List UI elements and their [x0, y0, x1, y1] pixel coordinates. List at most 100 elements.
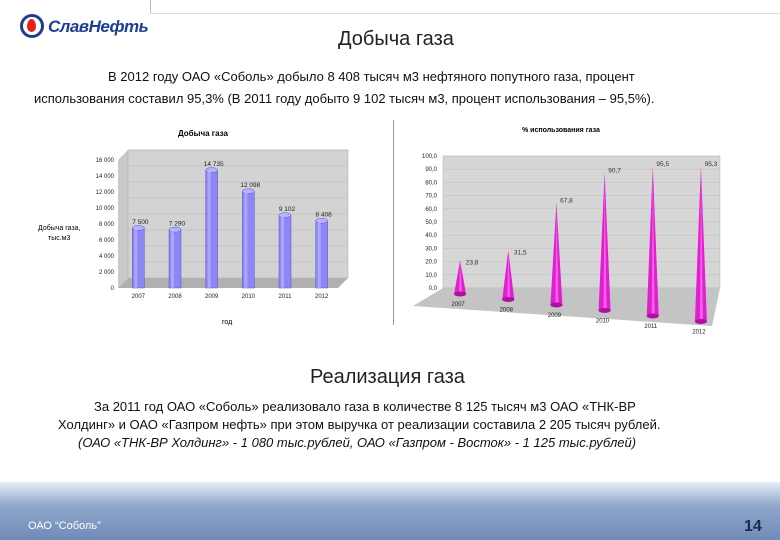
- logo-drop-shape: [27, 19, 36, 32]
- chart2-ytick-label: 60,0: [425, 207, 437, 213]
- chart1-bar: [315, 217, 328, 289]
- chart1-bar-highlight: [171, 229, 174, 288]
- chart1-bar-highlight: [317, 220, 321, 288]
- chart2-cone-highlight: [555, 202, 559, 305]
- chart-divider: [393, 120, 394, 325]
- chart2-plot-area: 0,0 10,0 20,0 30,0 40,0 50,0 60,0 70,0 80,0 90,0 1…: [413, 154, 721, 336]
- chart1-ylabel: Добыча газа, тыс.м3: [38, 224, 82, 242]
- chart2-ytick-label: 90,0: [425, 167, 437, 173]
- chart1-ylabel-line2: тыс.м3: [48, 235, 70, 242]
- sales-paragraph-line2: Холдинг» и ОАО «Газпром нефть» при этом …: [58, 417, 661, 432]
- chart2-value-label: 95,3: [705, 161, 718, 168]
- sales-paragraph: За 2011 год ОАО «Соболь» реализовало газ…: [58, 398, 758, 452]
- logo-text: СлавНефть: [48, 17, 149, 36]
- chart2-cone-highlight: [459, 260, 463, 294]
- chart2-cone: [694, 166, 707, 324]
- chart1-bar: [242, 188, 255, 289]
- chart2-category-label: 2007: [451, 302, 465, 308]
- chart1-plot-area: 0 2 000 4 000 6 000 8 000 10 000 12 000 14 000 1…: [96, 149, 349, 300]
- chart1-category-label: 2010: [242, 294, 256, 300]
- chart1-ytick-label: 0: [111, 286, 115, 292]
- section-title-production: Добыча газа: [338, 28, 454, 50]
- chart2-value-label: 95,5: [656, 161, 669, 168]
- chart2-ytick-label: 10,0: [425, 273, 437, 279]
- chart2-value-label: 23,8: [466, 260, 479, 267]
- header-divider: [150, 0, 780, 14]
- chart1-category-label: 2012: [315, 294, 329, 300]
- chart2-ytick-label: 0,0: [429, 286, 438, 292]
- chart1-bar-highlight: [281, 215, 284, 288]
- chart2-value-label: 90,7: [608, 167, 621, 174]
- chart1-floor: [118, 278, 348, 288]
- chart1-bar-top: [132, 225, 145, 231]
- chart1-category-label: 2008: [168, 294, 182, 300]
- chart1-bar-body: [242, 190, 255, 289]
- chart2-value-label: 31,5: [514, 249, 527, 256]
- company-logo: СлавНефть: [20, 14, 149, 40]
- chart2-cone: [454, 260, 467, 297]
- chart1-category-label: 2009: [205, 294, 219, 300]
- footer-band: [0, 482, 780, 540]
- chart2-cone-highlight: [603, 172, 607, 311]
- chart1-ytick-label: 12 000: [96, 190, 115, 196]
- chart1-ytick-label: 4 000: [99, 254, 115, 260]
- chart1-bar: [278, 212, 292, 289]
- chart2-ytick-label: 70,0: [425, 194, 437, 200]
- footer-company: ОАО “Соболь”: [28, 520, 101, 532]
- slavneft-drop-icon: [20, 14, 44, 38]
- chart2-floor: [413, 288, 720, 326]
- chart1-bar-body: [168, 229, 182, 289]
- chart2-cone: [550, 202, 563, 308]
- chart1-value-label: 14 735: [204, 161, 224, 168]
- production-paragraph: В 2012 году ОАО «Соболь» добыло 8 408 ты…: [34, 66, 754, 110]
- chart1-bar-highlight: [134, 228, 138, 288]
- chart2-category-label: 2011: [644, 324, 658, 330]
- chart1-ytick-label: 10 000: [96, 206, 115, 212]
- chart-gas-usage: % использования газа 0,0 10,0 20,0 30,0 40,0…: [413, 127, 721, 336]
- chart1-bar-body: [278, 214, 292, 289]
- chart2-category-label: 2012: [692, 330, 706, 336]
- chart2-title: % использования газа: [522, 127, 600, 134]
- chart1-ytick-label: 6 000: [99, 238, 115, 244]
- chart2-category-label: 2009: [548, 313, 562, 319]
- chart2-cone-base: [502, 297, 515, 302]
- page-number: 14: [744, 518, 762, 535]
- chart1-bar-body: [315, 220, 328, 289]
- chart2-ytick-label: 100,0: [422, 154, 438, 160]
- chart1-bar-top: [315, 217, 328, 224]
- chart1-ylabel-line1: Добыча газа,: [38, 224, 81, 232]
- chart1-value-label: 12 098: [240, 182, 260, 189]
- chart2-value-label: 67,8: [560, 198, 573, 205]
- chart2-ytick-label: 80,0: [425, 180, 437, 186]
- production-paragraph-line1: В 2012 году ОАО «Соболь» добыло 8 408 ты…: [108, 69, 635, 84]
- chart1-category-label: 2007: [132, 294, 146, 300]
- chart2-cone-highlight: [699, 166, 703, 322]
- chart2-ytick-label: 30,0: [425, 246, 437, 252]
- chart2-cone-highlight: [651, 165, 655, 316]
- chart1-ytick-label: 8 000: [99, 222, 115, 228]
- chart1-bar-highlight: [244, 191, 248, 288]
- production-paragraph-line2: использования составил 95,3% (В 2011 год…: [34, 91, 655, 106]
- chart1-value-label: 8 408: [316, 212, 333, 219]
- chart1-bar: [132, 225, 145, 289]
- chart1-bar-top: [205, 167, 218, 173]
- chart1-category-label: 2011: [279, 294, 293, 300]
- chart1-value-label: 7 500: [132, 219, 149, 226]
- chart2-category-label: 2008: [500, 308, 514, 314]
- chart2-cone: [502, 250, 515, 302]
- chart2-ytick-label: 40,0: [425, 233, 437, 239]
- chart1-ytick-label: 2 000: [99, 270, 115, 276]
- chart1-bar: [205, 167, 218, 289]
- chart1-bar-top: [168, 226, 182, 233]
- chart1-side-wall: [118, 150, 128, 288]
- chart2-cone: [598, 172, 611, 313]
- chart1-bar-body: [205, 169, 218, 289]
- chart2-cone-base: [694, 319, 707, 324]
- chart1-xlabel: год: [222, 319, 232, 326]
- chart2-ytick-label: 50,0: [425, 220, 437, 226]
- chart1-bar-highlight: [207, 170, 211, 288]
- chart2-cone: [646, 165, 659, 319]
- chart2-ytick-label: 20,0: [425, 260, 437, 266]
- chart2-category-label: 2010: [596, 319, 610, 325]
- chart1-bar-body: [132, 227, 145, 289]
